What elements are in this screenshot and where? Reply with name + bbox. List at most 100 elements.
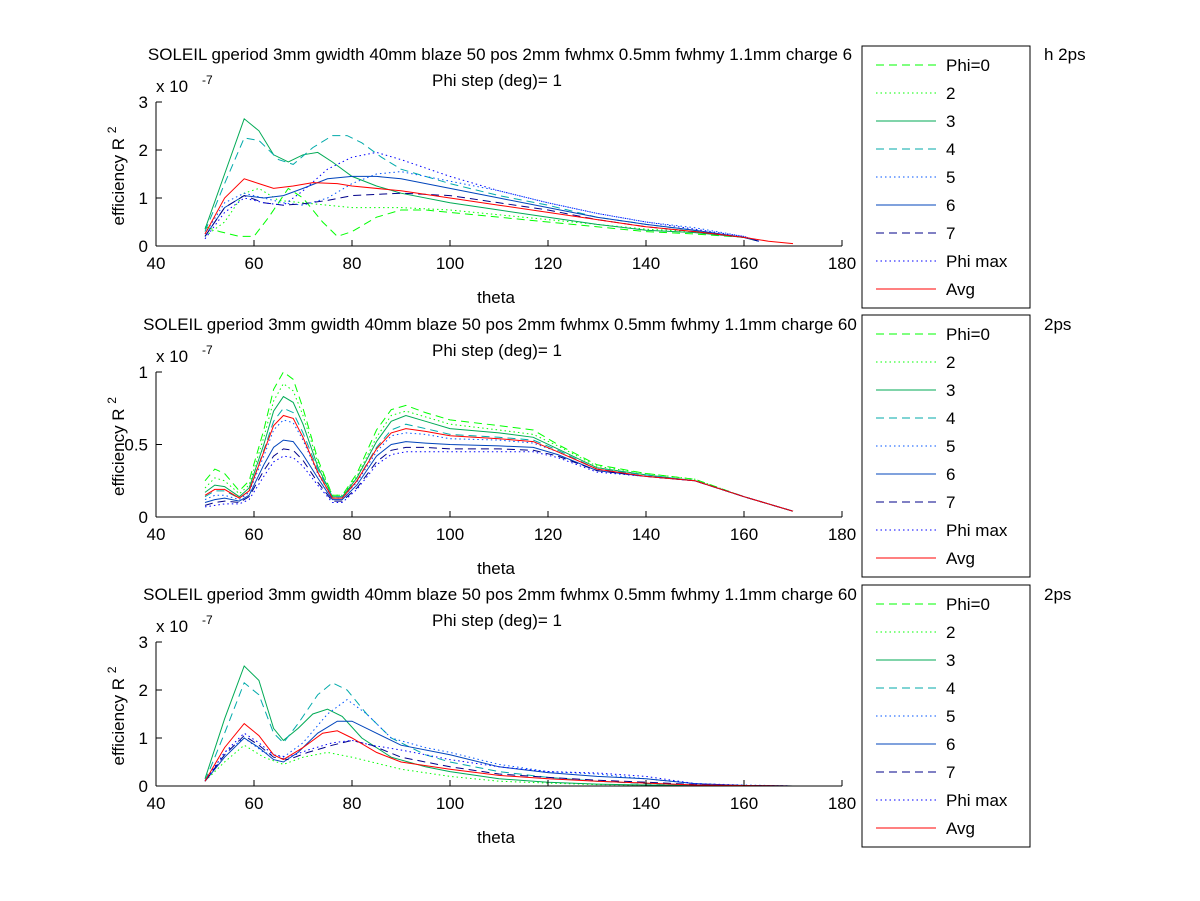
series-line-phi-max <box>204 732 794 787</box>
subplot-title-line2: Phi step (deg)= 1 <box>432 71 562 90</box>
legend-label: 4 <box>946 409 955 428</box>
y-axis-label: efficiency R 2 <box>105 666 128 765</box>
x-tick-label: 140 <box>632 525 660 544</box>
series-line-phi0 <box>204 187 759 242</box>
series-line-4 <box>204 135 759 242</box>
series-line-6 <box>204 720 794 787</box>
legend-label: 2 <box>946 623 955 642</box>
x-axis-label: theta <box>477 828 515 847</box>
y-exponent-power: -7 <box>202 613 213 627</box>
legend-label: 5 <box>946 168 955 187</box>
subplot-3: 40 60 80 100 120 140 160 180 0 1 2 3 x 10 -7 theta effi… <box>105 584 1071 848</box>
legend-label: Avg <box>946 280 975 299</box>
legend-label: 6 <box>946 465 955 484</box>
x-tick-label: 180 <box>828 525 856 544</box>
y-axis-label: efficiency R 2 <box>105 126 128 225</box>
legend-label: Phi=0 <box>946 595 990 614</box>
y-tick-label: 2 <box>139 141 148 160</box>
subplot-title-line2: Phi step (deg)= 1 <box>432 341 562 360</box>
series-line-avg <box>204 414 794 512</box>
series-line-phi0 <box>204 371 794 512</box>
series-line-5 <box>204 419 794 512</box>
legend: Phi=0 2 3 4 5 6 7 Phi max Avg <box>861 584 1031 848</box>
series-line-7 <box>204 192 759 242</box>
y-axis-label: efficiency R 2 <box>105 397 128 496</box>
legend-label: 2 <box>946 84 955 103</box>
legend-label: 5 <box>946 437 955 456</box>
subplot-title-line1: SOLEIL gperiod 3mm gwidth 40mm blaze 50 … <box>143 585 857 604</box>
subplot-2: 40 60 80 100 120 140 160 180 0 0.5 1 x 10 -7 theta eff… <box>105 314 1071 578</box>
x-tick-label: 160 <box>730 794 758 813</box>
legend-label: Phi=0 <box>946 325 990 344</box>
legend-label: Phi max <box>946 252 1008 271</box>
series-line-7 <box>204 446 794 512</box>
series-line-avg <box>204 178 794 245</box>
x-tick-label: 100 <box>436 525 464 544</box>
subplot-title-line1: SOLEIL gperiod 3mm gwidth 40mm blaze 50 … <box>148 45 852 64</box>
y-exponent-power: -7 <box>202 343 213 357</box>
legend-label: Phi max <box>946 521 1008 540</box>
x-tick-label: 60 <box>245 794 264 813</box>
legend-label: 3 <box>946 112 955 131</box>
subplot-title-tail: h 2ps <box>1044 45 1086 64</box>
x-axis-label: theta <box>477 288 515 307</box>
x-tick-label: 40 <box>147 254 166 273</box>
x-tick-label: 60 <box>245 525 264 544</box>
subplot-1: 40 60 80 100 120 140 160 180 0 1 2 3 x 10 -7 theta effi… <box>105 45 1086 309</box>
x-tick-label: 100 <box>436 254 464 273</box>
y-tick-label: 1 <box>139 189 148 208</box>
subplot-title-line1: SOLEIL gperiod 3mm gwidth 40mm blaze 50 … <box>143 315 857 334</box>
series-line-2 <box>204 382 794 512</box>
subplot-title-line2: Phi step (deg)= 1 <box>432 611 562 630</box>
y-tick-label: 3 <box>139 93 148 112</box>
y-exponent-label: x 10 <box>156 77 188 96</box>
x-tick-label: 100 <box>436 794 464 813</box>
legend-label: Avg <box>946 819 975 838</box>
x-tick-label: 140 <box>632 794 660 813</box>
legend: Phi=0 2 3 4 5 6 7 Phi max Avg <box>861 314 1031 578</box>
x-tick-label: 140 <box>632 254 660 273</box>
y-exponent-power: -7 <box>202 73 213 87</box>
series-line-5 <box>204 171 759 242</box>
legend-label: 6 <box>946 196 955 215</box>
legend-label: 4 <box>946 140 955 159</box>
x-tick-label: 120 <box>534 525 562 544</box>
x-tick-label: 80 <box>343 254 362 273</box>
subplot-title-tail: 2ps <box>1044 585 1071 604</box>
legend-label: 6 <box>946 735 955 754</box>
y-tick-label: 3 <box>139 633 148 652</box>
series-line-5 <box>204 698 794 787</box>
x-tick-label: 40 <box>147 794 166 813</box>
legend-label: Phi max <box>946 791 1008 810</box>
series-line-6 <box>204 175 759 242</box>
series-line-3 <box>204 665 793 787</box>
legend-label: 7 <box>946 224 955 243</box>
x-tick-label: 120 <box>534 794 562 813</box>
legend-label: 7 <box>946 763 955 782</box>
series-line-4 <box>204 681 794 787</box>
legend-label: 5 <box>946 707 955 726</box>
y-tick-label: 1 <box>139 363 148 382</box>
y-exponent-label: x 10 <box>156 617 188 636</box>
series-line-avg <box>204 722 794 787</box>
series-line-3 <box>204 395 794 512</box>
y-tick-label: 2 <box>139 681 148 700</box>
legend: Phi=0 2 3 4 5 6 7 Phi max Avg <box>861 45 1031 309</box>
y-tick-label: 0 <box>139 508 148 527</box>
series-line-2 <box>204 744 793 787</box>
legend-label: Phi=0 <box>946 56 990 75</box>
y-tick-label: 1 <box>139 729 148 748</box>
subplot-title-tail: 2ps <box>1044 315 1071 334</box>
series-line-2 <box>204 187 759 242</box>
y-exponent-label: x 10 <box>156 347 188 366</box>
y-tick-label: 0 <box>139 777 148 796</box>
y-tick-label: 0.5 <box>124 436 148 455</box>
x-tick-label: 180 <box>828 794 856 813</box>
y-tick-label: 0 <box>139 237 148 256</box>
series-line-7 <box>204 734 794 787</box>
x-tick-label: 160 <box>730 254 758 273</box>
series-line-6 <box>204 439 794 512</box>
legend-label: 7 <box>946 493 955 512</box>
x-tick-label: 160 <box>730 525 758 544</box>
